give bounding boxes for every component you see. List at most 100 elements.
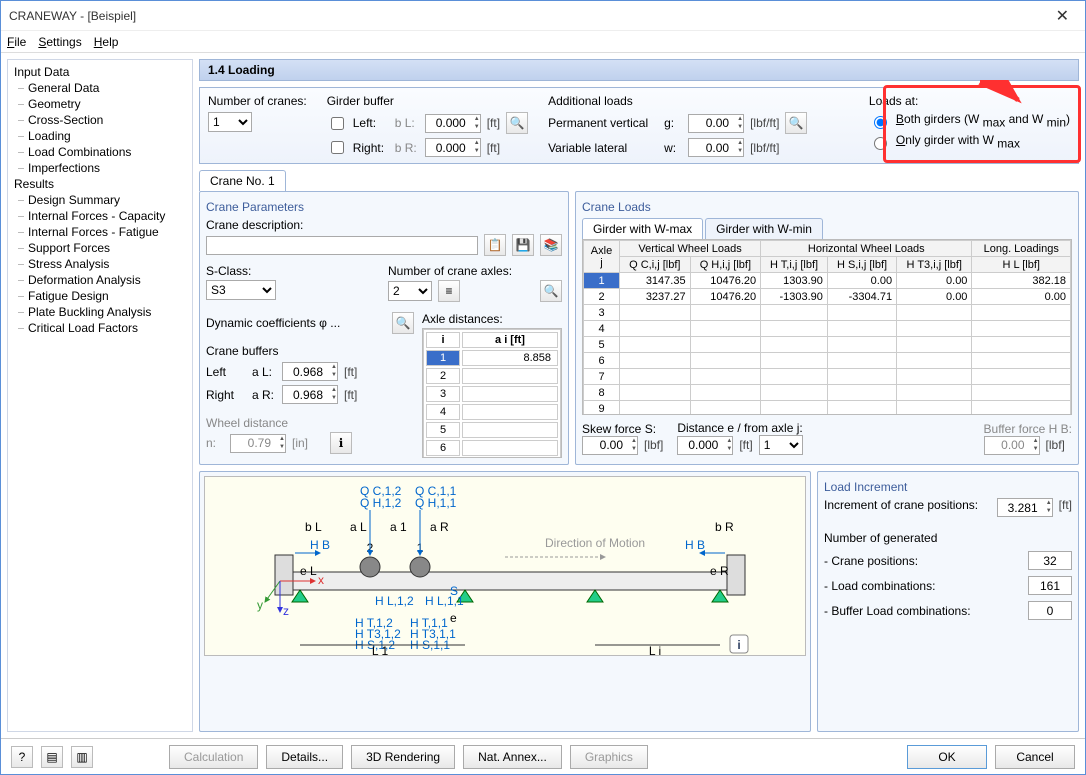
annex-button[interactable]: Nat. Annex... <box>463 745 562 769</box>
aR-unit: [ft] <box>344 388 357 402</box>
tree-critical-load[interactable]: Critical Load Factors <box>8 320 192 336</box>
menu-help[interactable]: Help <box>94 35 119 49</box>
lib-icon[interactable]: 📚 <box>540 234 562 256</box>
svg-text:a L: a L <box>350 520 367 534</box>
tree-stress-analysis[interactable]: Stress Analysis <box>8 256 192 272</box>
svg-text:z: z <box>283 604 289 618</box>
copy-icon[interactable]: 📋 <box>484 234 506 256</box>
skew-unit: [lbf] <box>644 438 663 452</box>
tree-general-data[interactable]: General Data <box>8 80 192 96</box>
svg-text:L i: L i <box>649 644 661 656</box>
w-sym: w: <box>664 141 682 155</box>
buf-force-label: Buffer force H B: <box>984 422 1072 436</box>
desc-input[interactable] <box>206 236 478 255</box>
bL-input[interactable] <box>425 114 481 133</box>
crane-diagram: 2 1 Q C,1,2 Q H,1,2 Q C,1,1 Q H,1,1 b L … <box>204 476 806 656</box>
menu-settings[interactable]: Settings <box>38 35 81 49</box>
ok-button[interactable]: OK <box>907 745 987 769</box>
grp-long: Long. Loadings <box>972 241 1071 257</box>
calc-button[interactable]: Calculation <box>169 745 258 769</box>
tree-design-summary[interactable]: Design Summary <box>8 192 192 208</box>
cancel-button[interactable]: Cancel <box>995 745 1075 769</box>
radio-only-label[interactable]: Only girder with W max <box>896 133 1020 150</box>
aR-input[interactable] <box>282 385 338 404</box>
sclass-select[interactable]: S3 <box>206 280 276 300</box>
next-icon[interactable]: ▥ <box>71 746 93 768</box>
load-increment: Load Increment Increment of crane positi… <box>817 471 1079 732</box>
svg-text:a 1: a 1 <box>390 520 407 534</box>
w-input[interactable] <box>688 138 744 157</box>
window-title: CRANEWAY - [Beispiel] <box>9 9 1048 23</box>
right-check[interactable] <box>331 141 344 154</box>
prev-icon[interactable]: ▤ <box>41 746 63 768</box>
pick-bL-icon[interactable]: 🔍 <box>506 112 528 134</box>
render-button[interactable]: 3D Rendering <box>351 745 455 769</box>
n-input <box>230 434 286 453</box>
tree-geometry[interactable]: Geometry <box>8 96 192 112</box>
tree-results[interactable]: Results <box>8 176 192 192</box>
dist-axle-select[interactable]: 1 <box>759 435 803 455</box>
footer: ? ▤ ▥ Calculation Details... 3D Renderin… <box>1 738 1085 774</box>
axles-spin-icon[interactable]: ≡ <box>438 280 460 302</box>
dyn-pick-icon[interactable]: 🔍 <box>392 312 414 334</box>
grp-vertical: Vertical Wheel Loads <box>620 241 761 257</box>
axle-dist-table[interactable]: ia i [ft] 18.858 2 3 4 5 6 7 <box>423 329 561 458</box>
svg-text:Q H,1,1: Q H,1,1 <box>415 496 457 510</box>
buf-force-input <box>984 436 1040 455</box>
buf-right-label: Right <box>206 388 246 402</box>
tree-plate-buckling[interactable]: Plate Buckling Analysis <box>8 304 192 320</box>
loads-table[interactable]: Axlej Vertical Wheel Loads Horizontal Wh… <box>583 240 1071 415</box>
left-check[interactable] <box>331 117 344 130</box>
radio-both[interactable] <box>874 116 887 129</box>
tree-cross-section[interactable]: Cross-Section <box>8 112 192 128</box>
radio-both-label[interactable]: Both girders (W max and W min) <box>896 112 1070 129</box>
radio-only[interactable] <box>874 137 887 150</box>
tree-if-capacity[interactable]: Internal Forces - Capacity <box>8 208 192 224</box>
help-icon[interactable]: ? <box>11 746 33 768</box>
tab-wmax[interactable]: Girder with W-max <box>582 218 703 239</box>
skew-input[interactable] <box>582 436 638 455</box>
pick-g-icon[interactable]: 🔍 <box>785 112 807 134</box>
svg-text:Q H,1,2: Q H,1,2 <box>360 496 402 510</box>
tree-imperfections[interactable]: Imperfections <box>8 160 192 176</box>
menu-file[interactable]: File <box>7 35 26 49</box>
titlebar: CRANEWAY - [Beispiel] ✕ <box>1 1 1085 31</box>
svg-text:x: x <box>318 573 324 587</box>
tab-crane-1[interactable]: Crane No. 1 <box>199 170 286 191</box>
tree-loading[interactable]: Loading <box>8 128 192 144</box>
dist-input[interactable] <box>677 436 733 455</box>
graphics-button[interactable]: Graphics <box>570 745 648 769</box>
page-title: 1.4 Loading <box>199 59 1079 81</box>
tree-support-forces[interactable]: Support Forces <box>8 240 192 256</box>
bR-input[interactable] <box>425 138 481 157</box>
svg-text:L 1: L 1 <box>372 644 389 656</box>
tab-wmin[interactable]: Girder with W-min <box>705 218 823 239</box>
crane-params-title: Crane Parameters <box>206 198 562 218</box>
n-unit: [in] <box>292 436 308 450</box>
crane-loads: Crane Loads Girder with W-max Girder wit… <box>575 191 1079 465</box>
tree-if-fatigue[interactable]: Internal Forces - Fatigue <box>8 224 192 240</box>
info-icon[interactable]: ℹ <box>330 432 352 454</box>
tree-deformation[interactable]: Deformation Analysis <box>8 272 192 288</box>
axles-select[interactable]: 2 <box>388 281 432 301</box>
tree-input-data[interactable]: Input Data <box>8 64 192 80</box>
aL-input[interactable] <box>282 362 338 381</box>
num-cranes-select[interactable]: 1 <box>208 112 252 132</box>
g-input[interactable] <box>688 114 744 133</box>
crane-loads-title: Crane Loads <box>582 198 1072 218</box>
aL-sym: a L: <box>252 365 276 379</box>
details-button[interactable]: Details... <box>266 745 343 769</box>
lc-label: - Load combinations: <box>824 579 1022 593</box>
svg-text:b R: b R <box>715 520 734 534</box>
loads-at-label: Loads at: <box>869 94 1070 108</box>
inc-input[interactable] <box>997 498 1053 517</box>
aL-unit: [ft] <box>344 365 357 379</box>
top-panel: Number of cranes: 1 Girder buffer Left: … <box>199 87 1079 164</box>
close-icon[interactable]: ✕ <box>1048 6 1077 26</box>
axles-pick-icon[interactable]: 🔍 <box>540 280 562 302</box>
g-sym: g: <box>664 116 682 130</box>
save-icon[interactable]: 💾 <box>512 234 534 256</box>
left-label: Left: <box>353 116 389 130</box>
tree-load-combinations[interactable]: Load Combinations <box>8 144 192 160</box>
tree-fatigue-design[interactable]: Fatigue Design <box>8 288 192 304</box>
